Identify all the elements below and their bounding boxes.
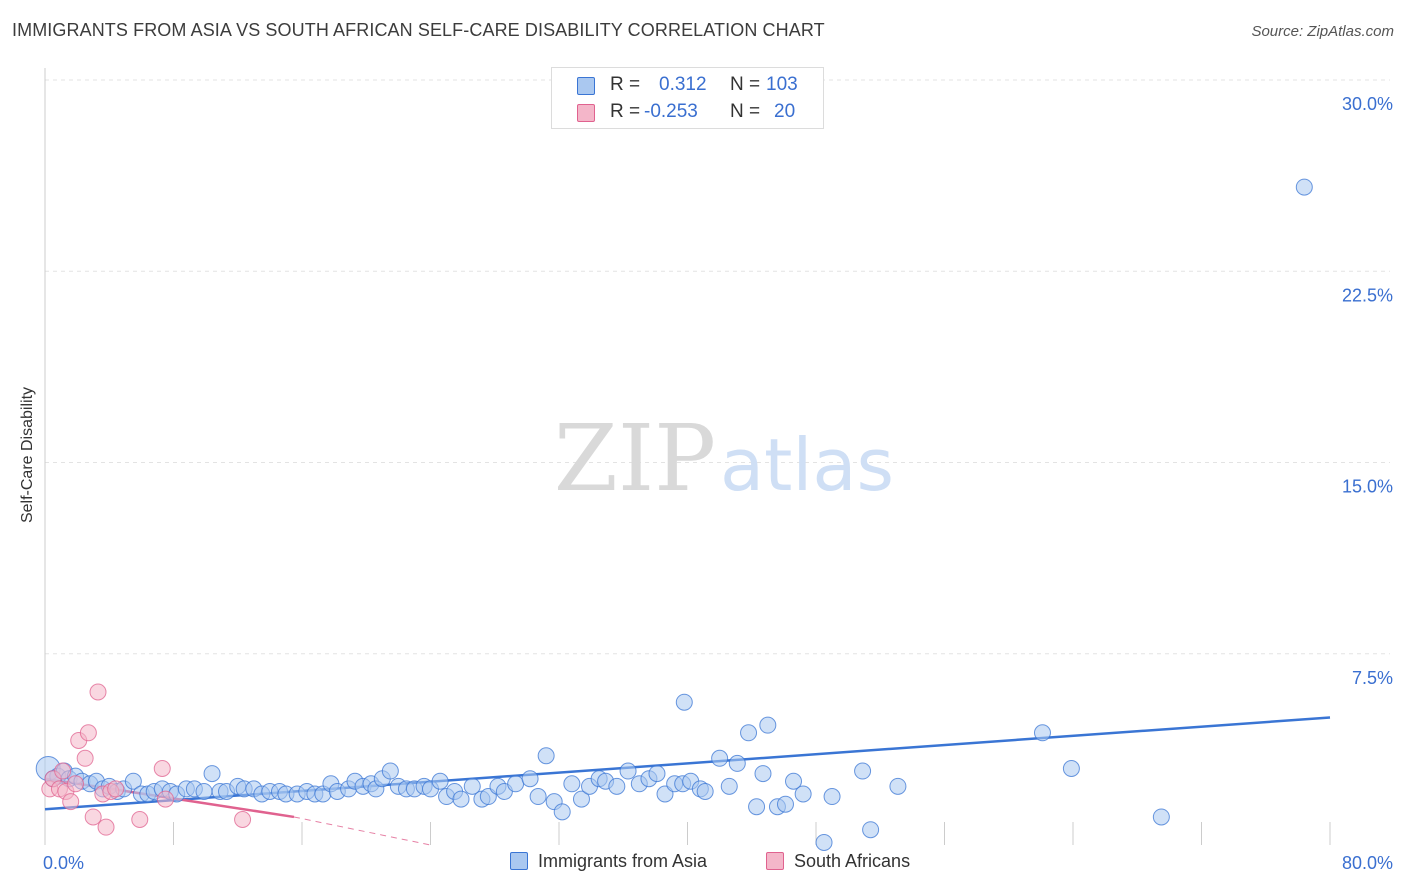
point-asia: [204, 766, 220, 782]
point-asia: [795, 786, 811, 802]
point-asia: [382, 763, 398, 779]
point-asia: [564, 776, 580, 792]
y-tick-label: 7.5%: [1352, 668, 1393, 688]
point-asia: [816, 834, 832, 850]
x-tick-label-max: 80.0%: [1342, 853, 1393, 873]
point-asia: [522, 771, 538, 787]
scatter-chart: ZIP atlas 7.5% 15.0% 22.5% 30.0% 0.0% 80.0%: [0, 0, 1406, 892]
point-asia: [508, 776, 524, 792]
point-asia: [729, 755, 745, 771]
point-asia: [855, 763, 871, 779]
point-asia: [890, 778, 906, 794]
legend-n-label: N =: [730, 101, 760, 123]
point-asia: [609, 778, 625, 794]
point-south-african: [55, 763, 71, 779]
trend-line-south-africans-extended: [294, 817, 431, 845]
y-tick-label: 30.0%: [1342, 94, 1393, 114]
watermark-atlas: atlas: [720, 423, 894, 507]
legend-n-label: N =: [730, 74, 760, 96]
legend-r-label: R =: [610, 74, 640, 96]
bottom-legend-label-south-africans: South Africans: [794, 851, 910, 871]
point-asia: [676, 694, 692, 710]
x-tick-label-min: 0.0%: [43, 853, 84, 873]
point-south-african: [77, 750, 93, 766]
point-south-african: [63, 794, 79, 810]
point-asia: [1153, 809, 1169, 825]
point-asia: [196, 783, 212, 799]
legend-n-value-asia: 103: [766, 74, 798, 96]
point-asia: [712, 750, 728, 766]
trend-line-asia: [45, 718, 1330, 810]
point-south-african: [235, 812, 251, 828]
point-asia: [741, 725, 757, 741]
point-asia: [530, 789, 546, 805]
point-asia: [538, 748, 554, 764]
point-asia: [432, 773, 448, 789]
point-asia: [649, 766, 665, 782]
point-asia: [721, 778, 737, 794]
legend-n-value-south-africans: 20: [774, 101, 795, 123]
correlation-legend: R = 0.312 N = 103 R = -0.253 N = 20: [551, 67, 824, 129]
point-asia: [760, 717, 776, 733]
point-asia: [1296, 179, 1312, 195]
point-asia: [863, 822, 879, 838]
point-asia: [1034, 725, 1050, 741]
legend-row-asia: R = 0.312 N = 103: [552, 74, 823, 100]
point-south-african: [157, 791, 173, 807]
legend-r-value-south-africans: -0.253: [644, 101, 698, 123]
point-asia: [749, 799, 765, 815]
data-points: [36, 179, 1312, 850]
legend-r-value-asia: 0.312: [659, 74, 707, 96]
point-asia: [777, 796, 793, 812]
point-south-african: [68, 776, 84, 792]
point-asia: [1063, 761, 1079, 777]
point-south-african: [90, 684, 106, 700]
point-asia: [620, 763, 636, 779]
point-asia: [554, 804, 570, 820]
point-south-african: [154, 761, 170, 777]
y-tick-label: 22.5%: [1342, 285, 1393, 305]
y-tick-label: 15.0%: [1342, 477, 1393, 497]
bottom-legend-south-africans[interactable]: South Africans: [766, 851, 910, 877]
bottom-legend-swatch-south-africans: [766, 852, 784, 870]
legend-row-south-africans: R = -0.253 N = 20: [552, 101, 823, 127]
legend-swatch-south-africans: [577, 104, 595, 122]
bottom-legend-asia[interactable]: Immigrants from Asia: [510, 851, 707, 877]
point-south-african: [85, 809, 101, 825]
point-asia: [824, 789, 840, 805]
point-asia: [453, 791, 469, 807]
point-asia: [755, 766, 771, 782]
bottom-legend-swatch-asia: [510, 852, 528, 870]
legend-swatch-asia: [577, 77, 595, 95]
watermark-zip: ZIP: [554, 405, 716, 512]
point-south-african: [80, 725, 96, 741]
point-south-african: [108, 781, 124, 797]
point-south-african: [132, 812, 148, 828]
gridlines: [45, 80, 1390, 654]
legend-r-label: R =: [610, 101, 640, 123]
bottom-legend-label-asia: Immigrants from Asia: [538, 851, 707, 871]
point-asia: [697, 783, 713, 799]
point-south-african: [98, 819, 114, 835]
watermark: ZIP atlas: [554, 405, 894, 512]
